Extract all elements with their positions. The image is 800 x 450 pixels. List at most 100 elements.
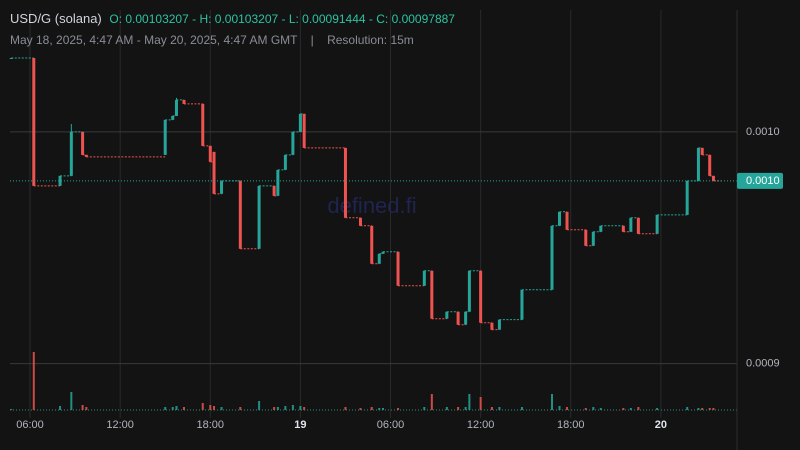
x-tick-label: 18:00	[557, 419, 585, 431]
volume-bar	[175, 406, 178, 410]
candle-body	[456, 311, 460, 325]
x-tick-label: 12:00	[106, 419, 134, 431]
candle-body	[497, 319, 501, 330]
volume-bar	[712, 408, 715, 410]
volume-bar	[445, 407, 448, 410]
candle-body	[520, 289, 524, 320]
candle-body	[685, 180, 689, 215]
date-range: May 18, 2025, 4:47 AM - May 20, 2025, 4:…	[10, 33, 298, 47]
x-tick-label: 19	[294, 419, 306, 431]
volume-bar	[370, 407, 373, 410]
candle-body	[201, 103, 205, 146]
volume-bar	[382, 408, 385, 410]
candle-body	[621, 225, 625, 232]
x-tick-label: 06:00	[16, 419, 44, 431]
volume-bar	[397, 408, 400, 410]
candle-body	[171, 115, 175, 120]
candle-body	[599, 225, 603, 232]
volume-bar	[697, 408, 700, 410]
grid	[10, 10, 737, 418]
candle-body	[655, 214, 659, 234]
candle-body	[629, 217, 633, 232]
y-tick-label: 0.0009	[746, 358, 780, 370]
subheader: May 18, 2025, 4:47 AM - May 20, 2025, 4:…	[10, 33, 414, 47]
candle-body	[9, 57, 13, 59]
candle-body	[84, 154, 88, 157]
volume-bar	[686, 407, 689, 410]
candle-body	[377, 253, 381, 264]
volume-bar	[164, 407, 167, 410]
x-tick-label: 18:00	[197, 419, 225, 431]
candle-body	[464, 311, 468, 325]
candle-body	[298, 113, 302, 132]
last-price-label: 0.0010	[746, 175, 780, 187]
candle-body	[584, 229, 588, 246]
volume-bar	[273, 407, 276, 410]
candle-body	[257, 185, 261, 249]
volume-bar	[32, 352, 35, 410]
volume-bar	[81, 405, 84, 410]
candle-body	[422, 270, 426, 286]
volume-bar	[258, 401, 261, 410]
candle-body	[238, 180, 242, 249]
volume-bar	[299, 406, 302, 410]
volume-bar	[10, 409, 13, 410]
volume-bar	[70, 392, 73, 410]
resolution: Resolution: 15m	[327, 33, 414, 47]
candle-body	[81, 131, 85, 155]
candle-body	[591, 231, 595, 246]
candle-body	[479, 270, 483, 323]
candle-body	[69, 131, 73, 176]
candle-body	[58, 175, 62, 186]
volume-bar	[291, 405, 294, 410]
volume-bar	[498, 407, 501, 410]
volume-bar	[701, 408, 704, 410]
candle-body	[220, 180, 224, 194]
axes: 06:00 12:00 18:00 19 06:00 12:00 18:00 20 0.0010…	[16, 126, 783, 431]
separator: |	[311, 33, 314, 47]
candle-body	[32, 57, 36, 186]
x-tick-label: 12:00	[467, 419, 495, 431]
candle-body	[711, 175, 715, 181]
volume-bar	[378, 408, 381, 410]
volume-bar	[637, 407, 640, 410]
candle-body	[276, 169, 280, 196]
candle-body	[565, 211, 569, 230]
volume-bar	[171, 407, 174, 410]
candle-body	[174, 99, 178, 116]
candle-body	[636, 217, 640, 234]
volume-bar	[276, 407, 279, 410]
volume-bar	[479, 397, 482, 410]
volume-bar	[656, 408, 659, 410]
volume-bar	[201, 403, 204, 410]
volume-bar	[85, 407, 88, 410]
y-tick-label: 0.0010	[746, 126, 780, 138]
volume-bar	[599, 408, 602, 410]
volume-layer	[10, 352, 715, 410]
candle-body	[302, 113, 306, 148]
volume-bar	[182, 407, 185, 410]
candle-body	[550, 225, 554, 290]
candle-body	[696, 147, 700, 181]
ohlc-summary: O: 0.00103207 - H: 0.00103207 - L: 0.000…	[109, 12, 455, 26]
symbol-title: USD/G (solana)	[10, 11, 102, 26]
last-price-tag	[737, 172, 783, 189]
volume-bar	[566, 407, 569, 410]
volume-bar	[239, 407, 242, 410]
header: USD/G (solana) O: 0.00103207 - H: 0.0010…	[10, 11, 455, 26]
volume-bar	[430, 394, 433, 410]
candle-body	[558, 211, 562, 226]
volume-bar	[708, 408, 711, 410]
volume-bar	[220, 407, 223, 410]
volume-bar	[209, 405, 212, 410]
candle-body	[708, 154, 712, 176]
candle-body	[445, 311, 449, 319]
candle-body	[358, 217, 362, 226]
candles	[9, 57, 737, 331]
watermark: defined.fi	[327, 193, 416, 218]
candle-body	[343, 147, 347, 218]
candle-body	[490, 322, 494, 330]
candle-body	[700, 147, 704, 155]
